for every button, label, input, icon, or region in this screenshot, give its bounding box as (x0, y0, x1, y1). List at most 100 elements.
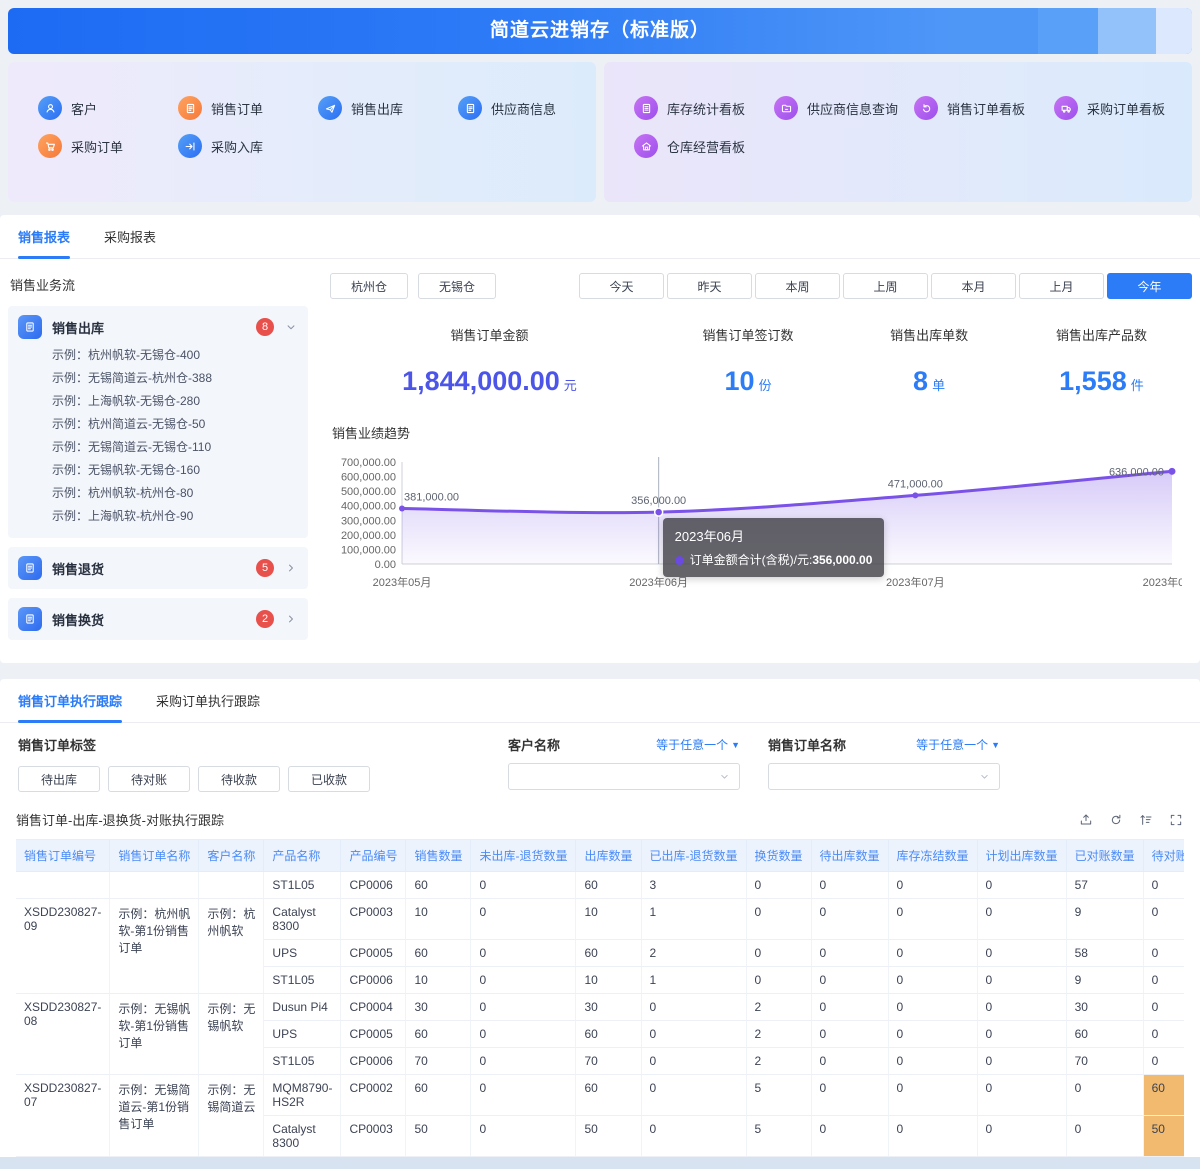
quick-link-warehouse-dashboard[interactable]: 仓库经营看板 (634, 134, 774, 158)
tab-sales-order-tracking[interactable]: 销售订单执行跟踪 (18, 679, 123, 723)
value-cell: 0 (977, 871, 1067, 899)
flow-item[interactable]: 示例：杭州帆软-无锡仓-400 (52, 348, 201, 362)
column-header[interactable]: 换货数量 (746, 840, 812, 872)
table-row[interactable]: XSDD230827-07 示例：无锡简道云-第1份销售订单 示例：无锡简道云 MQM… (16, 1074, 1184, 1157)
table-row[interactable]: UPSCP0005600600200060036,306.0 (16, 1020, 1184, 1048)
period-button-本周[interactable]: 本周 (755, 273, 840, 299)
quick-link-inventory-dashboard[interactable]: 库存统计看板 (634, 96, 774, 120)
tag-button-已收款[interactable]: 已收款 (288, 766, 370, 792)
fullscreen-icon[interactable] (1168, 812, 1184, 828)
value-cell: 0 (888, 1020, 978, 1048)
order-no-cell: XSDD230827-09 (16, 898, 111, 994)
table-row[interactable]: ST1L05CP0006600603000057034,380.0 (16, 871, 1184, 899)
operator-link[interactable]: 等于任意一个 ▼ (916, 738, 1000, 752)
value-cell: 0 (977, 1115, 1067, 1157)
quick-link-supplier-query[interactable]: 供应商信息查询 (774, 96, 914, 120)
warehouse-button-无锡仓[interactable]: 无锡仓 (418, 273, 496, 299)
kpi-unit: 单 (932, 378, 946, 393)
flow-item[interactable]: 示例：上海帆软-无锡仓-280 (52, 394, 201, 408)
tab-purchase-order-tracking[interactable]: 采购订单执行跟踪 (156, 694, 261, 709)
table-row[interactable]: ST1L05CP00061001010000905,614.83 (16, 966, 1184, 994)
product-name-cell: ST1L05 (263, 1047, 342, 1075)
column-settings-icon[interactable] (1138, 812, 1154, 828)
quick-link-sales-outbound[interactable]: 销售出库 (318, 96, 458, 120)
quick-link-supplier-info[interactable]: 供应商信息 (458, 96, 598, 120)
table-row[interactable]: XSDD230827-09 示例：杭州帆软-第1份销售订单 示例：杭州帆软 Catal… (16, 898, 1184, 994)
flow-item[interactable]: 示例：无锡帆软-无锡仓-160 (52, 463, 201, 477)
chevron-right-icon[interactable] (284, 561, 298, 575)
period-button-今年[interactable]: 今年 (1107, 273, 1192, 299)
table-row[interactable]: Catalyst 8300CP000350050050000500.00 (16, 1115, 1184, 1157)
flow-group-header[interactable]: 销售退货 5 (18, 555, 298, 581)
sales-trend-chart[interactable]: 0.00 100,000.00 200,000.00 300,000.00 400,00… (330, 448, 1200, 603)
value-cell: 0 (888, 871, 978, 899)
quick-link-purchase-order-dashboard[interactable]: 采购订单看板 (1054, 96, 1194, 120)
flow-group-header[interactable]: 销售出库 8 (18, 314, 298, 340)
value-cell: 50 (575, 1115, 642, 1157)
value-cell: 60 (405, 1074, 472, 1116)
quick-link-purchase-order[interactable]: 采购订单 (38, 134, 178, 158)
quick-link-sales-order[interactable]: 销售订单 (178, 96, 318, 120)
quick-link-sales-order-dashboard[interactable]: 销售订单看板 (914, 96, 1054, 120)
chevron-down-icon[interactable] (284, 320, 298, 334)
period-button-本月[interactable]: 本月 (931, 273, 1016, 299)
filter-select[interactable] (508, 763, 740, 790)
column-header[interactable]: 已出库-退货数量 (641, 840, 747, 872)
value-cell: 0 (1066, 1074, 1144, 1116)
flow-item[interactable]: 示例：上海帆软-杭州仓-90 (52, 509, 194, 523)
tracking-table-wrapper[interactable]: 销售订单编号 销售订单名称 客户名称 产品名称 产品编号 销售数量 未出库-退货数量 出库数量… (16, 839, 1184, 1161)
chevron-right-icon[interactable] (284, 612, 298, 626)
column-header[interactable]: 产品名称 (263, 840, 342, 872)
value-cell: 10 (405, 966, 472, 994)
flow-item[interactable]: 示例：无锡简道云-杭州仓-388 (52, 371, 213, 385)
kpi-card: 销售出库产品数 1,558 件 (1011, 325, 1192, 397)
flow-group-header[interactable]: 销售换货 2 (18, 606, 298, 632)
value-cell: 0 (1143, 871, 1184, 899)
column-header[interactable]: 待出库数量 (811, 840, 889, 872)
tag-button-待对账[interactable]: 待对账 (108, 766, 190, 792)
table-row[interactable]: UPSCP0005600602000058036,467.5 (16, 939, 1184, 967)
flow-item[interactable]: 示例：杭州简道云-无锡仓-50 (52, 417, 206, 431)
tag-button-待收款[interactable]: 待收款 (198, 766, 280, 792)
period-button-上周[interactable]: 上周 (843, 273, 928, 299)
column-header[interactable]: 销售数量 (405, 840, 472, 872)
flow-item[interactable]: 示例：杭州帆软-杭州仓-80 (52, 486, 194, 500)
column-header[interactable]: 销售订单名称 (109, 840, 200, 872)
table-row[interactable]: XSDD230827-08 示例：无锡帆软-第1份销售订单 示例：无锡帆软 Dusun… (16, 993, 1184, 1075)
dropdown-filters: 客户名称 等于任意一个 ▼ 销售订单名称 等于任意一个 ▼ (508, 735, 1000, 792)
column-header[interactable]: 待对账数量 (1143, 840, 1184, 872)
svg-text:2023年08月: 2023年08月 (1143, 575, 1182, 589)
value-cell: 2 (641, 939, 747, 967)
tag-button-待出库[interactable]: 待出库 (18, 766, 100, 792)
value-cell: 60 (575, 939, 642, 967)
column-header[interactable]: 销售订单编号 (16, 840, 111, 872)
filter-select[interactable] (768, 763, 1000, 790)
column-header[interactable]: 客户名称 (198, 840, 265, 872)
table-row[interactable]: ST1L05CP0006700700200070042,012.0 (16, 1047, 1184, 1075)
period-button-昨天[interactable]: 昨天 (667, 273, 752, 299)
warehouse-button-杭州仓[interactable]: 杭州仓 (330, 273, 408, 299)
column-header[interactable]: 库存冻结数量 (888, 840, 978, 872)
column-header[interactable]: 已对账数量 (1066, 840, 1144, 872)
tab-sales-report[interactable]: 销售报表 (18, 215, 71, 259)
value-cell: 0 (470, 1020, 577, 1048)
tab-purchase-report[interactable]: 采购报表 (104, 230, 157, 245)
value-cell: 0 (470, 1047, 577, 1075)
period-button-今天[interactable]: 今天 (579, 273, 664, 299)
value-cell: 60 (405, 871, 472, 899)
column-header[interactable]: 产品编号 (340, 840, 407, 872)
period-button-上月[interactable]: 上月 (1019, 273, 1104, 299)
product-name-cell: UPS (263, 939, 342, 967)
quick-link-purchase-inbound[interactable]: 采购入库 (178, 134, 318, 158)
flow-item[interactable]: 示例：无锡简道云-无锡仓-110 (52, 440, 212, 454)
column-header[interactable]: 计划出库数量 (977, 840, 1067, 872)
operator-link[interactable]: 等于任意一个 ▼ (656, 738, 740, 752)
refresh-icon[interactable] (1108, 812, 1124, 828)
product-code-cell: CP0005 (340, 1020, 407, 1048)
column-header[interactable]: 出库数量 (575, 840, 642, 872)
export-icon[interactable] (1078, 812, 1094, 828)
kpi-unit: 份 (758, 378, 772, 393)
order-tag-filter-label: 销售订单标签 (18, 738, 97, 753)
quick-link-customer[interactable]: 客户 (38, 96, 178, 120)
column-header[interactable]: 未出库-退货数量 (470, 840, 577, 872)
